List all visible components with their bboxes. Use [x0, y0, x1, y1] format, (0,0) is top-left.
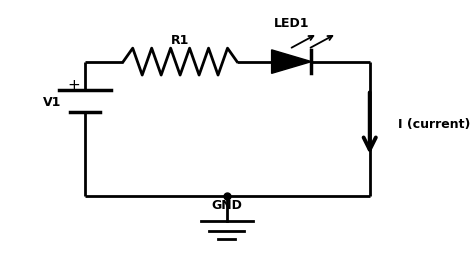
Text: R1: R1: [171, 34, 189, 47]
Polygon shape: [272, 50, 311, 73]
Text: V1: V1: [43, 96, 61, 109]
Text: +: +: [67, 78, 80, 93]
Text: LED1: LED1: [274, 17, 309, 30]
Text: I (current): I (current): [398, 118, 471, 131]
Text: GND: GND: [211, 199, 242, 212]
